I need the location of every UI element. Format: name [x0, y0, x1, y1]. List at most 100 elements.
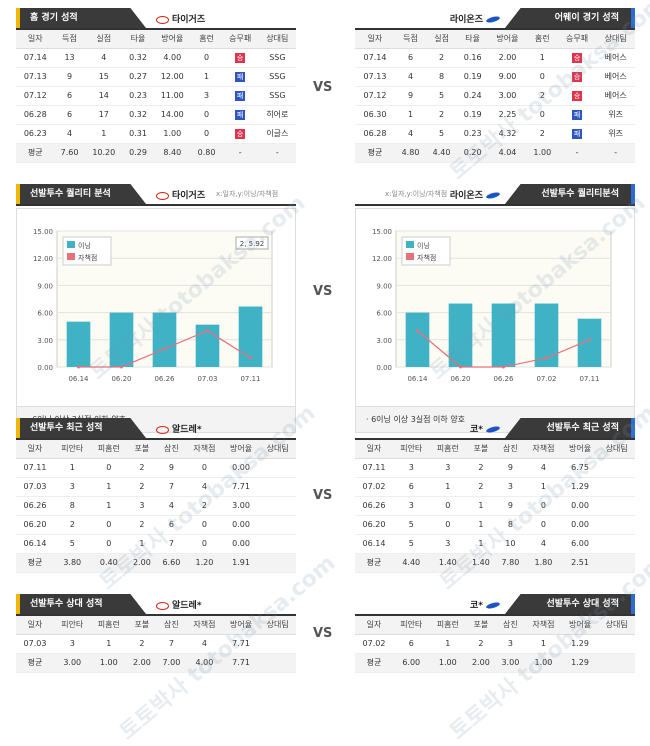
average-cell: 2.00	[466, 653, 496, 673]
column-header: 상대팀	[598, 616, 635, 635]
result-cell: 패	[557, 105, 597, 125]
legend-label: 이닝	[78, 241, 91, 250]
table-cell: 0.00	[561, 496, 599, 516]
away-record-table: 일자 득점 실점 타율 방어율 홈런 승무패 상대팀 07.14 6 2 0.16 2.00 1 승 베어스 0…	[355, 30, 635, 163]
y-tick-label: 3.00	[37, 337, 53, 345]
column-header: 승무패	[557, 30, 597, 49]
result-cell: 패	[221, 67, 259, 87]
quality-chart-right-box: 0.00 3.00 6.00 9.00 12.00 15.00 06.14 06.20 06.2…	[355, 208, 635, 433]
table-cell: 06.30	[355, 105, 395, 125]
table-cell: 히어로	[258, 105, 296, 125]
result-badge: 패	[572, 109, 583, 120]
x-tick-label: 07.11	[579, 375, 599, 383]
average-cell: 2.51	[561, 553, 599, 573]
average-cell: 3.00	[495, 653, 526, 673]
table-cell: 6	[156, 515, 187, 535]
table-cell: 0	[429, 496, 467, 516]
table-cell: 0	[186, 458, 223, 478]
result-badge: 패	[235, 90, 246, 101]
table-cell: 1.00	[153, 124, 192, 144]
table-cell: 9	[495, 458, 526, 478]
table-cell: 베어스	[596, 67, 635, 87]
average-row: 평균 3.80 0.40 2.00 6.60 1.20 1.91	[16, 553, 296, 573]
table-cell: 2.00	[488, 48, 527, 68]
average-cell: 2.00	[127, 653, 157, 673]
table-row: 07.13 4 8 0.19 9.00 0 승 베어스	[355, 67, 635, 87]
table-cell: 2	[426, 48, 458, 68]
table-cell: 7	[156, 534, 187, 554]
line-point	[459, 365, 462, 369]
vs-pitcher-right: 코*	[470, 598, 501, 611]
table-cell: 6.00	[561, 534, 599, 554]
legend-swatch	[406, 253, 414, 260]
lions-logo-icon	[485, 191, 501, 200]
column-header: 상대팀	[259, 616, 296, 635]
table-cell: 13	[54, 48, 85, 68]
column-header: 삼진	[156, 440, 187, 459]
average-cell: 3.00	[53, 653, 91, 673]
table-cell	[598, 477, 635, 497]
table-cell: 0.23	[123, 86, 154, 106]
average-cell: 평균	[355, 143, 395, 163]
table-cell: 0	[191, 105, 222, 125]
quality-team-left: 타이거즈	[156, 188, 205, 201]
column-header: 포볼	[466, 440, 496, 459]
away-record-panel: 라이온즈 어웨이 경기 성적 일자 득점 실점 타율 방어율 홈런 승무패 상대팀 07.14 6…	[355, 8, 635, 163]
average-cell: 1.91	[222, 553, 260, 573]
table-cell: 9	[54, 67, 85, 87]
column-header: 일자	[355, 30, 395, 49]
table-cell: 12.00	[153, 67, 192, 87]
table-cell: 07.14	[355, 48, 395, 68]
table-cell: 2.25	[488, 105, 527, 125]
result-badge: 승	[572, 52, 583, 63]
table-cell: 1	[90, 477, 128, 497]
column-header: 상대팀	[598, 440, 635, 459]
table-cell: 4	[394, 124, 427, 144]
table-cell	[598, 458, 635, 478]
tigers-logo-icon	[156, 425, 169, 434]
table-cell: 0.00	[561, 515, 599, 535]
column-header: 방어율	[561, 440, 599, 459]
average-row: 평균 7.60 10.20 0.29 8.40 0.80- -	[16, 143, 296, 163]
vs-record-table-left: 일자 피안타 피홈런 포볼 삼진 자책점 방어율 상대팀 07.03 3 1 2 7 4 7.71 평균 3.0…	[16, 616, 296, 673]
table-cell: 6	[54, 105, 85, 125]
average-cell: 1.40	[466, 553, 496, 573]
table-cell: 0	[191, 124, 222, 144]
average-row: 평균 3.00 1.00 2.00 7.00 4.00 7.71	[16, 653, 296, 673]
table-cell: 2	[466, 477, 496, 497]
tooltip-box	[235, 236, 269, 250]
vs-record-title-left: 선발투수 상대 성적	[16, 594, 146, 614]
y-tick-label: 9.00	[37, 282, 53, 290]
column-header: 상대팀	[596, 30, 635, 49]
table-cell: 5	[426, 86, 458, 106]
y-tick-label: 12.00	[372, 255, 392, 263]
table-cell: 1	[90, 634, 128, 654]
table-cell: 0.31	[123, 124, 154, 144]
table-cell: 06.28	[355, 124, 395, 144]
result-cell: 패	[557, 124, 597, 144]
column-header: 포볼	[127, 440, 157, 459]
table-cell: 07.12	[355, 86, 395, 106]
average-cell: 평균	[355, 553, 393, 573]
table-cell: 10	[495, 534, 526, 554]
table-row: 07.13 9 15 0.27 12.00 1 패 SSG	[16, 67, 296, 87]
table-cell: 2	[526, 124, 558, 144]
bar	[195, 324, 220, 367]
average-cell	[598, 553, 635, 573]
recent-title-left: 선발투수 최근 성적	[16, 418, 146, 438]
table-cell: 07.11	[355, 458, 393, 478]
average-row: 평균 4.40 1.40 1.40 7.80 1.80 2.51	[355, 553, 635, 573]
result-badge: 승	[235, 128, 246, 139]
table-row: 06.20 2 0 2 6 0 0.00	[16, 515, 296, 535]
column-header: 피홈런	[429, 440, 467, 459]
table-cell: 0	[186, 515, 223, 535]
vs-label-3: VS	[313, 488, 333, 503]
table-cell: 8	[53, 496, 91, 516]
table-cell	[598, 515, 635, 535]
column-header: 실점	[426, 30, 458, 49]
table-cell: 9	[495, 496, 526, 516]
result-badge: 패	[572, 128, 583, 139]
column-header: 일자	[355, 616, 393, 635]
average-cell: 4.80	[394, 143, 427, 163]
table-cell: 0.32	[123, 105, 154, 125]
